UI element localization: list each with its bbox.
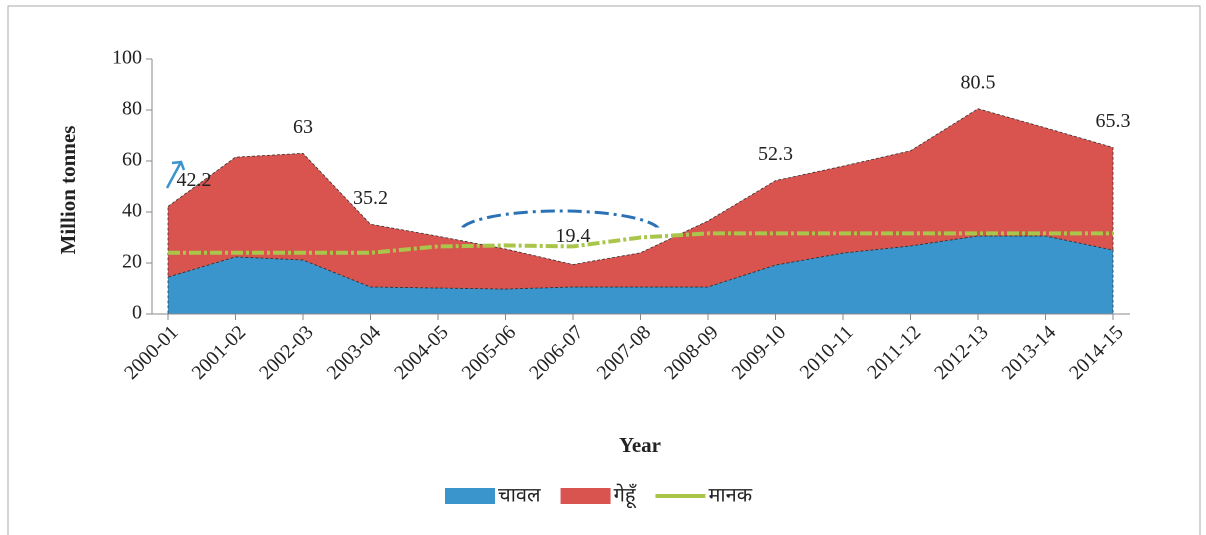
x-tick-label: 2003-04 — [323, 321, 386, 384]
y-tick-label: 20 — [122, 251, 142, 273]
x-tick-label: 2012-13 — [930, 321, 993, 384]
legend-label: चावल — [498, 484, 541, 506]
data-label: 80.5 — [961, 71, 996, 93]
arrow — [165, 160, 186, 189]
data-label: 19.4 — [556, 225, 591, 247]
y-tick-label: 0 — [132, 302, 142, 324]
x-tick-label: 2009-10 — [728, 321, 791, 384]
x-tick-label: 2002-03 — [255, 321, 318, 384]
legend-swatch — [445, 488, 495, 504]
y-axis-label: Million tonnes — [56, 126, 80, 255]
y-tick-label: 60 — [122, 149, 142, 171]
x-tick-label: 2007-08 — [593, 321, 656, 384]
data-label: 52.3 — [758, 143, 793, 165]
x-tick-label: 2013-14 — [998, 321, 1061, 384]
data-label: 63 — [293, 116, 313, 138]
x-tick-label: 2006-07 — [525, 321, 588, 384]
data-label: 35.2 — [353, 187, 388, 209]
x-tick-label: 2011-12 — [863, 321, 925, 383]
y-tick-label: 40 — [122, 200, 142, 222]
data-label: 42.2 — [177, 169, 212, 191]
area — [167, 108, 1114, 290]
legend-swatch — [560, 488, 611, 504]
legend-label: मानक — [708, 484, 752, 506]
y-tick-label: 80 — [122, 98, 142, 120]
x-tick-label: 2010-11 — [796, 321, 858, 383]
legend-label: गेहूँ — [614, 483, 637, 508]
x-axis-label: Year — [619, 433, 661, 457]
x-tick-label: 2000-01 — [120, 321, 183, 384]
line — [168, 231, 1113, 255]
x-tick-label: 2005-06 — [458, 321, 521, 384]
y-tick-label: 100 — [112, 47, 142, 69]
data-label: 65.3 — [1096, 110, 1131, 132]
x-tick-label: 2008-09 — [660, 321, 723, 384]
x-tick-label: 2001-02 — [188, 321, 251, 384]
x-tick-label: 2014-15 — [1065, 321, 1128, 384]
frame — [7, 5, 1201, 535]
x-tick-label: 2004-05 — [390, 321, 453, 384]
